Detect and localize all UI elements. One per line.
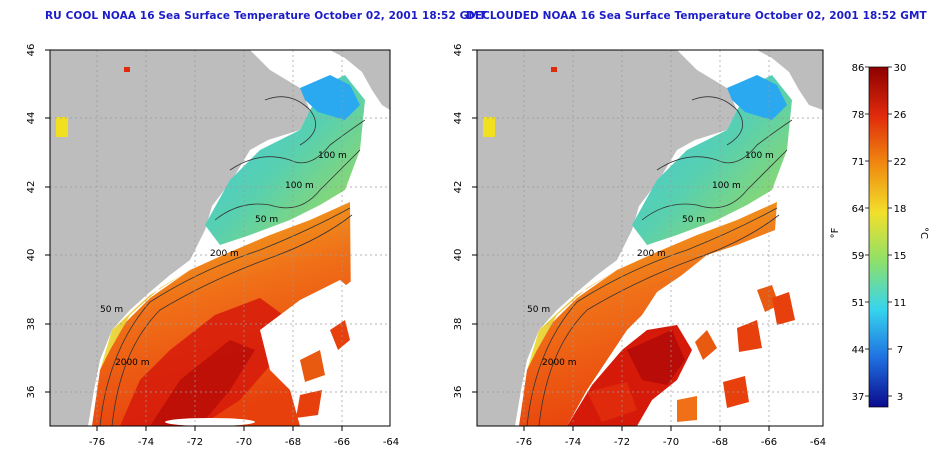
y-tick-label: 40: [453, 249, 464, 262]
contour-label: 2000 m: [115, 358, 150, 368]
temperature-colorbar: 86 78 71 64 59 51 44 37 30 26 22 18 15 11 7 3 °F °C: [830, 63, 929, 408]
left-map-title: RU COOL NOAA 16 Sea Surface Temperature …: [45, 10, 487, 22]
fahrenheit-tick-label: 64: [852, 204, 865, 215]
fahrenheit-tick-label: 86: [852, 63, 865, 74]
x-tick-label: -70: [663, 437, 679, 448]
celsius-tick-label: 22: [894, 157, 907, 168]
contour-label: 100 m: [285, 181, 314, 191]
celsius-tick-label: 3: [897, 392, 903, 403]
fahrenheit-tick-label: 44: [852, 345, 865, 356]
right-sst-map: 100 m 100 m 50 m 200 m 50 m 2000 m -76 -…: [453, 44, 826, 448]
x-tick-label: -76: [89, 437, 105, 448]
contour-label: 100 m: [745, 151, 774, 161]
y-tick-label: 38: [26, 318, 37, 331]
contour-label: 200 m: [637, 249, 666, 259]
celsius-tick-label: 18: [894, 204, 907, 215]
x-tick-label: -72: [614, 437, 630, 448]
y-tick-label: 40: [26, 249, 37, 262]
fahrenheit-tick-label: 59: [852, 251, 865, 262]
map-gridlines: [50, 50, 390, 426]
fahrenheit-axis-label: °F: [830, 227, 841, 238]
celsius-tick-label: 30: [894, 63, 907, 74]
land-mass: [50, 50, 310, 426]
left-sst-map: 100 m 100 m 50 m 200 m 50 m 2000 m -76 -…: [26, 44, 399, 448]
y-tick-label: 46: [26, 44, 37, 57]
x-tick-label: -74: [565, 437, 581, 448]
y-tick-label: 44: [453, 112, 464, 125]
x-tick-label: -70: [236, 437, 252, 448]
contour-label: 50 m: [255, 215, 278, 225]
contour-label: 50 m: [100, 305, 123, 315]
contour-label: 2000 m: [542, 358, 577, 368]
contour-label: 200 m: [210, 249, 239, 259]
fahrenheit-tick-label: 51: [852, 298, 865, 309]
x-tick-label: -74: [138, 437, 154, 448]
contour-label: 100 m: [712, 181, 741, 191]
land-mass: [477, 50, 737, 426]
x-tick-label: -66: [334, 437, 350, 448]
x-tick-label: -68: [712, 437, 728, 448]
x-tick-label: -72: [187, 437, 203, 448]
celsius-tick-label: 15: [894, 251, 907, 262]
right-map-title: DECLOUDED NOAA 16 Sea Surface Temperatur…: [466, 10, 927, 22]
x-tick-label: -66: [761, 437, 777, 448]
y-tick-label: 46: [453, 44, 464, 57]
celsius-axis-label: °C: [918, 227, 929, 239]
colorbar-scale: [868, 66, 889, 408]
y-tick-label: 42: [26, 181, 37, 194]
contour-label: 50 m: [682, 215, 705, 225]
x-tick-label: -64: [383, 437, 399, 448]
x-tick-label: -64: [810, 437, 826, 448]
bathymetry-contours: [99, 96, 366, 426]
fahrenheit-tick-label: 78: [852, 110, 865, 121]
map-frame: [476, 49, 824, 427]
bathymetry-contours: [526, 96, 793, 426]
x-tick-label: -76: [516, 437, 532, 448]
y-tick-label: 38: [453, 318, 464, 331]
fahrenheit-tick-label: 71: [852, 157, 865, 168]
celsius-tick-label: 11: [894, 298, 907, 309]
celsius-tick-label: 26: [894, 110, 907, 121]
contour-label: 50 m: [527, 305, 550, 315]
y-tick-label: 44: [26, 112, 37, 125]
x-tick-label: -68: [285, 437, 301, 448]
contour-label: 100 m: [318, 151, 347, 161]
map-frame: [49, 49, 391, 427]
y-tick-label: 36: [26, 386, 37, 399]
celsius-tick-label: 7: [897, 345, 903, 356]
y-tick-label: 36: [453, 386, 464, 399]
y-tick-label: 42: [453, 181, 464, 194]
fahrenheit-tick-label: 37: [852, 392, 865, 403]
